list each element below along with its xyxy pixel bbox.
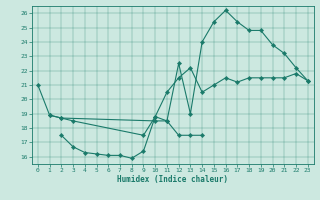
X-axis label: Humidex (Indice chaleur): Humidex (Indice chaleur) (117, 175, 228, 184)
